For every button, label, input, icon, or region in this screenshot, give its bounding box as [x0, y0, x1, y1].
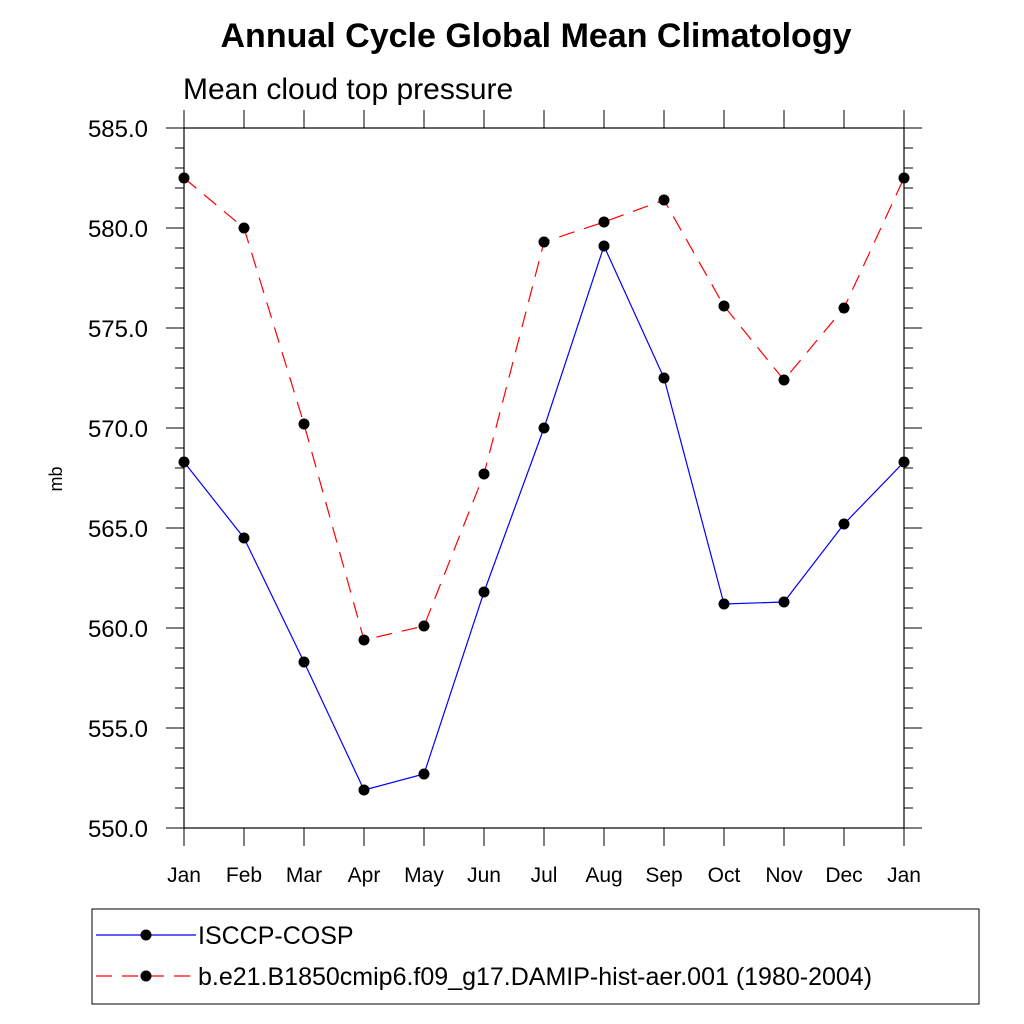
y-tick-label: 580.0 [88, 216, 148, 243]
series-1 [178, 172, 910, 646]
series-line [183, 244, 905, 791]
x-tick-label: Nov [765, 864, 803, 887]
legend-marker-model [140, 970, 152, 982]
chart-title: Annual Cycle Global Mean Climatology [221, 17, 852, 55]
x-tick-label: Jan [167, 864, 201, 887]
data-point [298, 656, 310, 668]
data-point [838, 518, 850, 530]
x-tick-label: Apr [348, 864, 381, 887]
x-tick-label: Aug [585, 864, 622, 887]
data-point [358, 634, 370, 646]
data-point [598, 240, 610, 252]
series-0 [178, 240, 910, 796]
series-layer [178, 172, 910, 796]
chart-subtitle: Mean cloud top pressure [183, 73, 513, 106]
legend: ISCCP-COSP b.e21.B1850cmip6.f09_g17.DAMI… [91, 908, 980, 1005]
data-point [418, 768, 430, 780]
y-tick-label: 560.0 [88, 616, 148, 643]
data-point [238, 222, 250, 234]
data-point [538, 236, 550, 248]
data-point [838, 302, 850, 314]
data-point [418, 620, 430, 632]
x-tick-label: Oct [708, 864, 741, 887]
x-tick-labels: Jan Feb Mar Apr May Jun Jul Aug Sep Oct Nov Dec Jan [167, 864, 921, 887]
x-tick-label: Dec [825, 864, 862, 887]
data-point [478, 468, 490, 480]
x-tick-label: Jan [887, 864, 921, 887]
data-point [718, 598, 730, 610]
data-point [658, 194, 670, 206]
x-tick-label: Feb [226, 864, 262, 887]
data-point [358, 784, 370, 796]
y-tick-label: 550.0 [88, 816, 148, 843]
plot-frame [183, 127, 905, 829]
x-tick-label: Jun [467, 864, 501, 887]
y-tick-label: 570.0 [88, 416, 148, 443]
y-tick-label: 555.0 [88, 716, 148, 743]
x-tick-label: May [404, 864, 444, 887]
data-point [478, 586, 490, 598]
data-point [298, 418, 310, 430]
x-tick-label: Sep [645, 864, 682, 887]
data-point [598, 216, 610, 228]
x-tick-label: Jul [531, 864, 558, 887]
data-point [778, 374, 790, 386]
data-point [238, 532, 250, 544]
y-tick-label: 575.0 [88, 316, 148, 343]
legend-label-model: b.e21.B1850cmip6.f09_g17.DAMIP-hist-aer.… [198, 963, 872, 991]
legend-box [91, 908, 980, 1005]
legend-label-isccp: ISCCP-COSP [198, 922, 354, 950]
data-point [658, 372, 670, 384]
data-point [718, 300, 730, 312]
y-tick-label: 565.0 [88, 516, 148, 543]
data-point [778, 596, 790, 608]
y-tick-label: 585.0 [88, 116, 148, 143]
legend-marker-isccp [140, 929, 152, 941]
y-axis-label: mb [46, 466, 66, 491]
axis-ticks [166, 110, 922, 846]
y-tick-labels: 550.0 555.0 560.0 565.0 570.0 575.0 580.0 585.0 [88, 116, 148, 843]
x-tick-label: Mar [286, 864, 322, 887]
data-point [538, 422, 550, 434]
